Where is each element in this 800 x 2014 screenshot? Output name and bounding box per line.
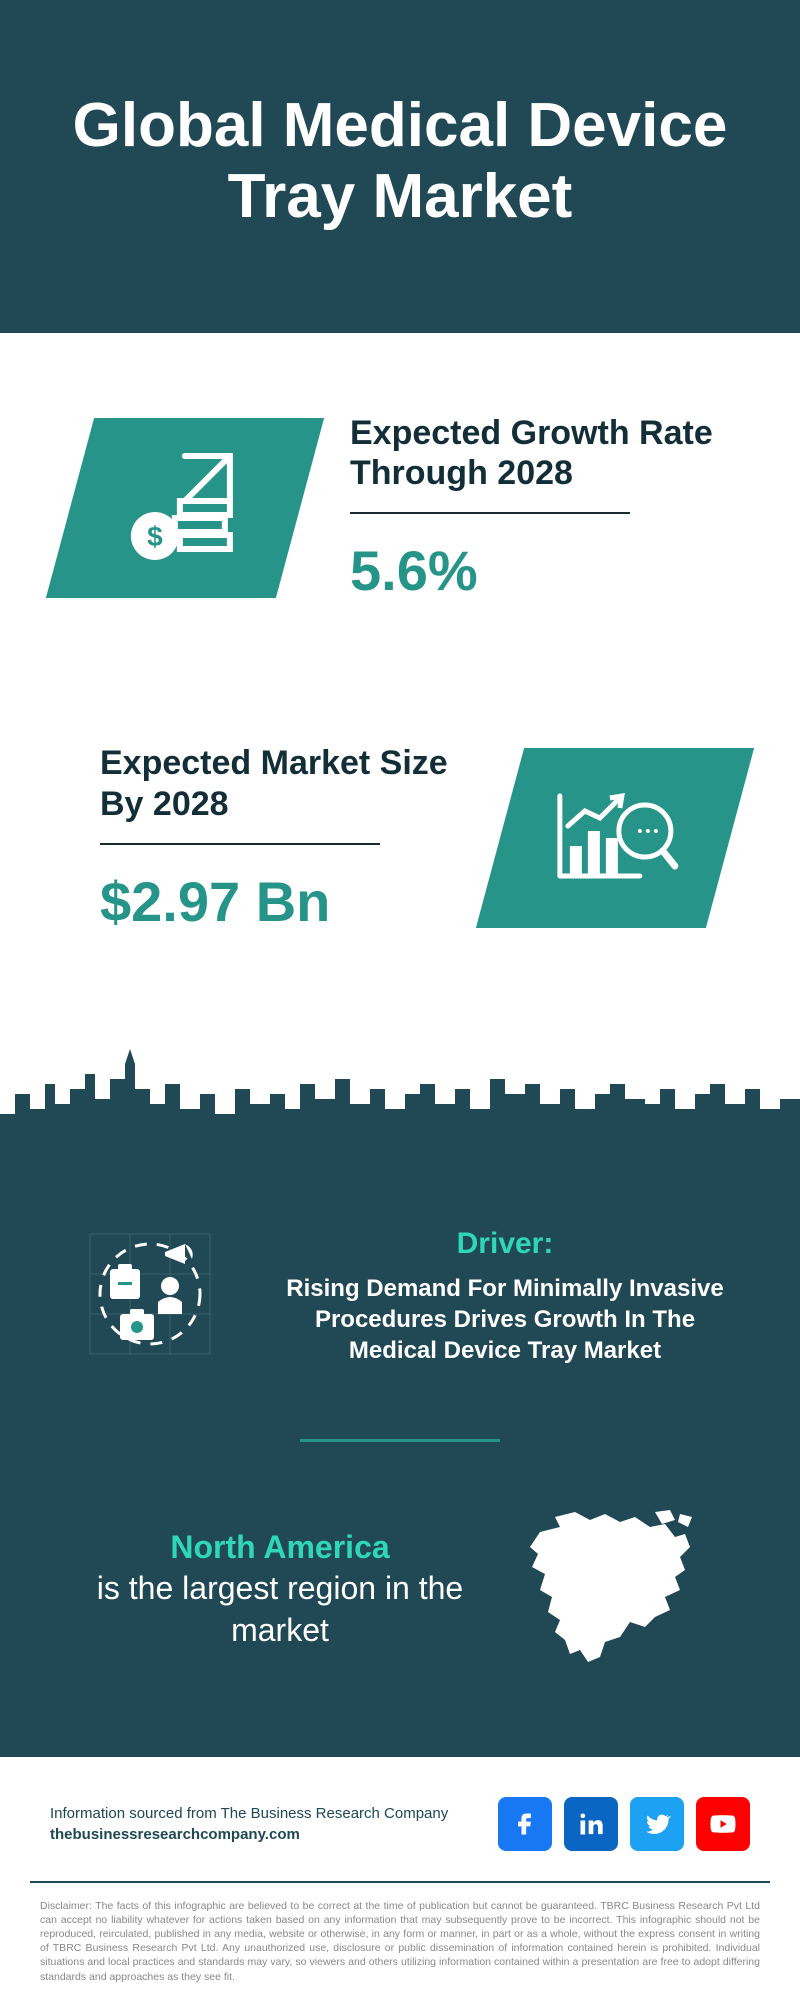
region-highlight: North America	[170, 1529, 389, 1565]
driver-icon	[70, 1214, 230, 1379]
region-row: North America is the largest region in t…	[70, 1502, 730, 1677]
region-rest: is the largest region in the market	[97, 1570, 463, 1648]
twitter-icon[interactable]	[630, 1797, 684, 1851]
page-title: Global Medical Device Tray Market	[60, 90, 740, 233]
facebook-icon[interactable]	[498, 1797, 552, 1851]
growth-rate-label: Expected Growth Rate Through 2028	[350, 413, 730, 495]
market-size-label: Expected Market Size By 2028	[100, 743, 450, 825]
stat-market-size: Expected Market Size By 2028 $2.97 Bn	[0, 663, 800, 994]
dark-info-section: Driver: Rising Demand For Minimally Inva…	[0, 1164, 800, 1757]
market-size-value: $2.97 Bn	[100, 869, 450, 934]
driver-row: Driver: Rising Demand For Minimally Inva…	[70, 1214, 730, 1379]
social-icons	[498, 1797, 750, 1851]
growth-rate-text: Expected Growth Rate Through 2028 5.6%	[350, 413, 730, 604]
market-size-text: Expected Market Size By 2028 $2.97 Bn	[70, 743, 450, 934]
footer: Information sourced from The Business Re…	[0, 1757, 800, 1881]
region-text: North America is the largest region in t…	[90, 1527, 470, 1652]
footer-sourced: Information sourced from The Business Re…	[50, 1803, 448, 1824]
money-growth-icon: $	[125, 445, 245, 570]
svg-text:$: $	[147, 520, 163, 551]
driver-description: Rising Demand For Minimally Invasive Pro…	[280, 1273, 730, 1367]
driver-label: Driver:	[280, 1227, 730, 1261]
growth-rate-value: 5.6%	[350, 538, 730, 603]
footer-url: thebusinessresearchcompany.com	[50, 1824, 448, 1845]
stat-growth-rate: $ Expected Growth Rate Through 2028 5.6%	[0, 333, 800, 664]
youtube-icon[interactable]	[696, 1797, 750, 1851]
growth-icon-shape: $	[46, 418, 324, 598]
north-america-map-icon	[510, 1502, 710, 1677]
disclaimer-text: Disclaimer: The facts of this infographi…	[40, 1899, 760, 1984]
linkedin-icon[interactable]	[564, 1797, 618, 1851]
header-banner: Global Medical Device Tray Market	[0, 0, 800, 333]
divider	[350, 512, 630, 514]
disclaimer-section: Disclaimer: The facts of this infographi…	[30, 1881, 770, 2014]
section-divider	[300, 1439, 500, 1442]
divider	[100, 843, 380, 845]
footer-attribution: Information sourced from The Business Re…	[50, 1803, 448, 1845]
driver-text-block: Driver: Rising Demand For Minimally Inva…	[280, 1227, 730, 1367]
skyline-divider	[0, 1034, 800, 1164]
chart-analysis-icon	[550, 776, 680, 901]
market-icon-shape	[476, 748, 754, 928]
